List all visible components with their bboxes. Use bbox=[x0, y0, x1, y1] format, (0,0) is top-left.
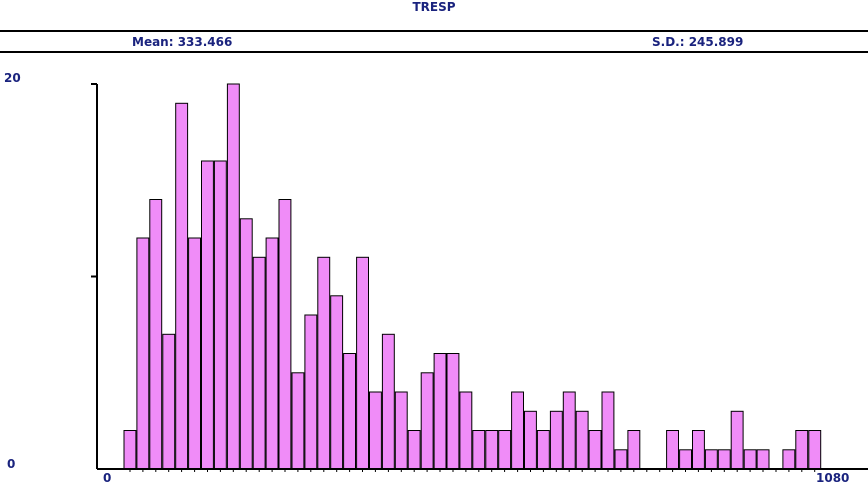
histogram-bar bbox=[795, 430, 809, 470]
header-bottom-rule bbox=[0, 51, 868, 53]
sd-statistic: S.D.: 245.899 bbox=[652, 35, 744, 49]
histogram-bar bbox=[420, 372, 434, 470]
histogram-bar bbox=[549, 410, 563, 470]
histogram-bar bbox=[666, 430, 679, 470]
histogram-bar bbox=[704, 449, 718, 470]
histogram-bar bbox=[252, 256, 266, 470]
histogram-bar bbox=[524, 410, 537, 470]
histogram-bar bbox=[226, 83, 240, 470]
histogram-bar bbox=[343, 353, 357, 470]
histogram-bar bbox=[485, 430, 499, 470]
histogram-bar bbox=[265, 237, 279, 470]
histogram-bar bbox=[446, 353, 460, 470]
x-tick-label-max: 1080 bbox=[816, 471, 850, 485]
x-ticks-group bbox=[129, 469, 816, 472]
histogram-bar bbox=[381, 333, 395, 470]
y-tick-label-max: 20 bbox=[4, 71, 21, 85]
histogram-bar bbox=[730, 410, 744, 470]
histogram-bar bbox=[562, 391, 576, 470]
histogram-bar bbox=[239, 218, 253, 470]
histogram-bar bbox=[588, 430, 602, 470]
histogram-bar bbox=[330, 295, 344, 470]
mean-statistic: Mean: 333.466 bbox=[132, 35, 233, 49]
histogram-bar bbox=[317, 256, 331, 470]
histogram-bar bbox=[743, 449, 757, 470]
histogram-bar bbox=[291, 372, 305, 470]
histogram-bar bbox=[394, 391, 408, 470]
histogram-bar bbox=[627, 430, 641, 470]
x-tick-label-min: 0 bbox=[103, 471, 112, 485]
histogram-bar bbox=[717, 449, 731, 470]
histogram-bar bbox=[123, 430, 137, 470]
histogram-bar bbox=[369, 391, 382, 470]
histogram-bar bbox=[188, 237, 202, 470]
histogram-bar bbox=[498, 430, 512, 470]
histogram-bar bbox=[162, 333, 176, 470]
y-tick-label-min: 0 bbox=[7, 457, 16, 471]
histogram-bar bbox=[304, 314, 318, 470]
histogram-bar bbox=[136, 237, 150, 470]
header-top-rule bbox=[0, 30, 868, 32]
histogram-bar bbox=[782, 449, 796, 470]
histogram-bar bbox=[213, 160, 227, 470]
histogram-bar bbox=[601, 391, 615, 470]
histogram-bar bbox=[356, 256, 370, 470]
chart-title: TRESP bbox=[412, 0, 456, 14]
histogram-bar bbox=[511, 391, 525, 470]
histogram-bar bbox=[433, 353, 447, 470]
histogram-bar bbox=[679, 449, 692, 470]
bars-group bbox=[123, 83, 822, 470]
histogram-bar bbox=[614, 449, 628, 470]
histogram-bar bbox=[278, 199, 292, 470]
histogram-bar bbox=[175, 102, 189, 470]
histogram-bar bbox=[756, 449, 770, 470]
histogram-bar bbox=[472, 430, 486, 470]
histogram-bar bbox=[692, 430, 705, 470]
histogram-bar bbox=[149, 199, 163, 470]
histogram-bar bbox=[407, 430, 421, 470]
histogram-bar bbox=[808, 430, 822, 470]
histogram-bar bbox=[575, 410, 589, 470]
histogram-bar bbox=[536, 430, 550, 470]
histogram-bar bbox=[201, 160, 214, 470]
histogram-bar bbox=[459, 391, 473, 470]
